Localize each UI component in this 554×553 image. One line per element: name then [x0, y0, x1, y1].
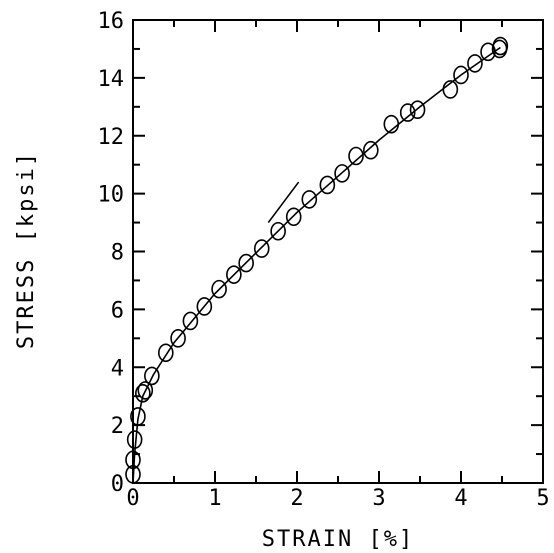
data-point: [126, 430, 143, 449]
data-point: [125, 465, 141, 484]
x-tick-label: 3: [372, 486, 385, 511]
data-point: [253, 239, 270, 258]
data-points-group: [125, 36, 509, 484]
x-tick-label: 1: [208, 486, 221, 511]
data-point: [348, 146, 364, 166]
y-tick-label: 14: [98, 67, 125, 92]
data-point: [301, 190, 318, 209]
y-tick-label: 10: [98, 183, 125, 208]
data-point: [125, 450, 141, 470]
data-point: [467, 54, 483, 73]
y-tick-label: 0: [111, 472, 124, 497]
data-point: [135, 383, 151, 403]
data-point: [238, 253, 254, 273]
loading-direction-arrow: [267, 181, 300, 224]
y-tick-label: 6: [111, 298, 124, 323]
y-tick-label: 12: [98, 125, 125, 150]
data-point: [137, 381, 154, 400]
x-tick-label: 2: [290, 486, 303, 511]
data-point: [409, 100, 426, 120]
data-point: [399, 103, 416, 122]
fit-curve: [132, 46, 501, 484]
axis-ticks: [132, 19, 544, 484]
data-point: [196, 297, 213, 316]
y-tick-label: 16: [98, 9, 125, 34]
data-point: [211, 279, 227, 299]
y-tick-label: 2: [111, 414, 124, 439]
data-point: [334, 164, 350, 183]
data-point: [158, 343, 174, 363]
data-point: [285, 207, 302, 227]
y-axis-title: STRESS [kpsi]: [14, 151, 39, 349]
data-point: [492, 36, 509, 56]
x-tick-labels: 0 1 2 3 4 5: [126, 486, 549, 511]
data-point: [170, 329, 186, 348]
x-axis-title: STRAIN [%]: [262, 527, 414, 552]
x-tick-label: 4: [454, 486, 467, 511]
plot-frame: [132, 19, 544, 484]
y-tick-labels: 0 2 4 6 8 10 12 14 16: [98, 9, 125, 497]
data-point: [362, 140, 379, 160]
data-point: [144, 366, 160, 386]
x-tick-label: 5: [536, 486, 549, 511]
y-tick-label: 4: [111, 356, 124, 381]
data-point: [442, 80, 459, 99]
data-point: [453, 65, 469, 85]
x-tick-label: 0: [126, 486, 139, 511]
data-point: [130, 407, 146, 426]
data-point: [182, 311, 199, 331]
y-tick-label: 8: [111, 241, 124, 266]
data-point: [270, 221, 286, 241]
data-point: [383, 114, 400, 134]
fit-curve-group: [132, 46, 501, 484]
data-point: [226, 265, 242, 284]
data-point: [319, 175, 336, 195]
